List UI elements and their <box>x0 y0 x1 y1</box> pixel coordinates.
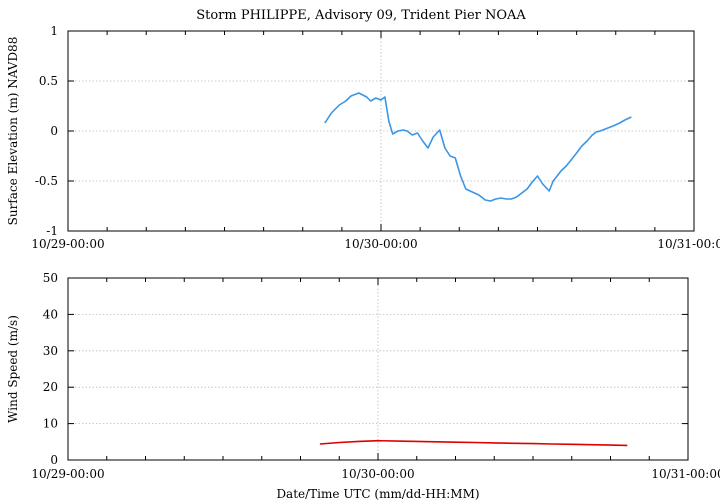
plot-frame <box>67 277 689 461</box>
y-tick-label: 0.5 <box>39 74 58 88</box>
wind-speed-panel: 50 40 30 20 10 010/29-00:00 10/30-00:00 10/31-0… <box>6 271 720 481</box>
y-tick-label: 0 <box>50 453 58 467</box>
y-tick-label: 50 <box>43 271 58 285</box>
elevation-panel: 1 0.5 0 -0.5 -110/29-00:00 10/30-00:00 10/31-0… <box>6 24 720 251</box>
x-tick-label: 10/31-00:00 <box>657 237 720 251</box>
y-tick-label: 0 <box>50 124 58 138</box>
x-tick-label: 10/30-00:00 <box>344 237 417 251</box>
chart-title: Storm PHILIPPE, Advisory 09, Trident Pie… <box>196 8 526 23</box>
y-tick-label: 30 <box>43 344 58 358</box>
y-axis-label: Wind Speed (m/s) <box>6 315 20 423</box>
y-tick-label: -1 <box>46 224 58 238</box>
y-tick-label: 40 <box>43 307 58 321</box>
x-tick-label: 10/29-00:00 <box>31 237 104 251</box>
y-tick-label: -0.5 <box>35 174 58 188</box>
series-line <box>324 92 632 202</box>
x-tick-label: 10/29-00:00 <box>31 467 104 481</box>
x-tick-label: 10/30-00:00 <box>341 467 414 481</box>
y-tick-label: 20 <box>43 380 58 394</box>
plot-frame <box>67 30 695 232</box>
x-tick-label: 10/31-00:00 <box>651 467 720 481</box>
y-tick-label: 1 <box>50 24 58 38</box>
x-axis-label: Date/Time UTC (mm/dd-HH:MM) <box>276 487 479 501</box>
y-tick-label: 10 <box>43 417 58 431</box>
series-line <box>319 439 628 447</box>
y-axis-label: Surface Elevation (m) NAVD88 <box>6 37 20 226</box>
